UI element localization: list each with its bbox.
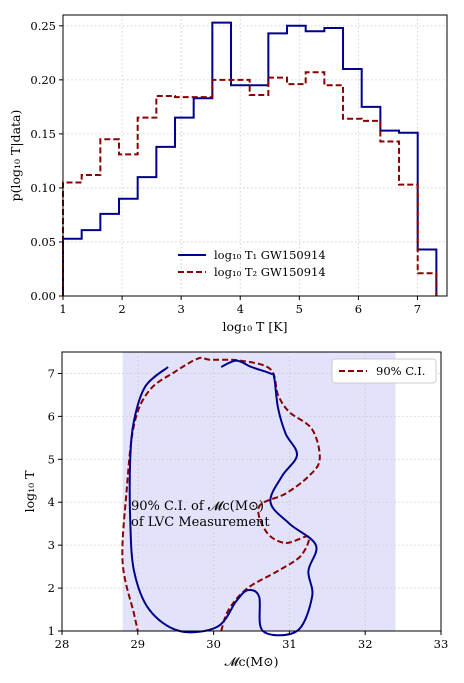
x-tick-label: 28 bbox=[55, 637, 70, 651]
histogram-step-1 bbox=[62, 21, 438, 296]
tick-labels: 28 29 30 31 32 33 1 2 3 4 5 6 7 bbox=[48, 366, 449, 651]
x-axis-label: log₁₀ T [K] bbox=[223, 319, 288, 334]
x-tick-label: 30 bbox=[206, 637, 221, 651]
lvc-shaded-band bbox=[122, 352, 396, 631]
x-tick-label: 29 bbox=[130, 637, 145, 651]
axes-frame bbox=[61, 351, 442, 632]
y-tick-label: 0.25 bbox=[30, 19, 56, 33]
contour-line-2 bbox=[128, 359, 318, 637]
y-tick-label: 0.15 bbox=[30, 127, 56, 141]
band-annotation-line1: 90% C.I. of 𝓜c(M⊙) bbox=[131, 499, 264, 514]
histogram-panel: 1 2 3 4 5 6 7 0.00 0.05 0.10 0.15 0.20 0.25 log₁₀ T … bbox=[8, 14, 448, 334]
x-tick-label: 32 bbox=[358, 637, 373, 651]
x-axis-label: 𝓜c(M⊙) bbox=[224, 654, 278, 669]
y-axis-label: p(log₁₀ T|data) bbox=[8, 110, 23, 202]
x-tick-label: 31 bbox=[282, 637, 297, 651]
y-tick-label: 0.10 bbox=[30, 181, 56, 195]
x-tick-label: 6 bbox=[355, 302, 362, 316]
y-tick-label: 0.00 bbox=[30, 289, 56, 303]
legend-box bbox=[331, 358, 437, 384]
y-tick-label: 7 bbox=[48, 366, 55, 380]
x-tick-label: 5 bbox=[296, 302, 303, 316]
legend-label-t1: log₁₀ T₁ GW150914 bbox=[214, 248, 326, 262]
legend: log₁₀ T₁ GW150914 log₁₀ T₂ GW150914 bbox=[178, 248, 326, 279]
axes-frame bbox=[62, 14, 448, 297]
legend-label-t2: log₁₀ T₂ GW150914 bbox=[214, 265, 326, 279]
y-tick-label: 2 bbox=[48, 581, 55, 595]
y-tick-label: 0.05 bbox=[30, 235, 56, 249]
contour-panel: 90% C.I. of 𝓜c(M⊙) of LVC Measurement 28… bbox=[22, 351, 449, 669]
x-tick-label: 7 bbox=[414, 302, 421, 316]
y-tick-label: 1 bbox=[48, 624, 55, 638]
y-tick-label: 3 bbox=[48, 538, 55, 552]
x-tick-label: 33 bbox=[434, 637, 449, 651]
legend: 90% C.I. bbox=[331, 358, 437, 384]
x-tick-label: 3 bbox=[177, 302, 184, 316]
x-tick-label: 4 bbox=[237, 302, 244, 316]
legend-label-ci: 90% C.I. bbox=[376, 364, 425, 378]
y-tick-label: 6 bbox=[48, 409, 55, 423]
band-annotation-line2: of LVC Measurement bbox=[131, 515, 270, 530]
x-tick-label: 1 bbox=[59, 302, 66, 316]
histogram-series bbox=[62, 21, 438, 296]
contour-series bbox=[121, 356, 321, 637]
histogram-step-2 bbox=[62, 71, 438, 296]
y-tick-label: 4 bbox=[48, 495, 55, 509]
y-axis-label: log₁₀ T bbox=[22, 470, 37, 513]
x-tick-label: 2 bbox=[118, 302, 125, 316]
tick-labels: 1 2 3 4 5 6 7 0.00 0.05 0.10 0.15 0.20 0.25 bbox=[30, 19, 421, 316]
y-tick-label: 5 bbox=[48, 452, 55, 466]
y-tick-label: 0.20 bbox=[30, 73, 56, 87]
